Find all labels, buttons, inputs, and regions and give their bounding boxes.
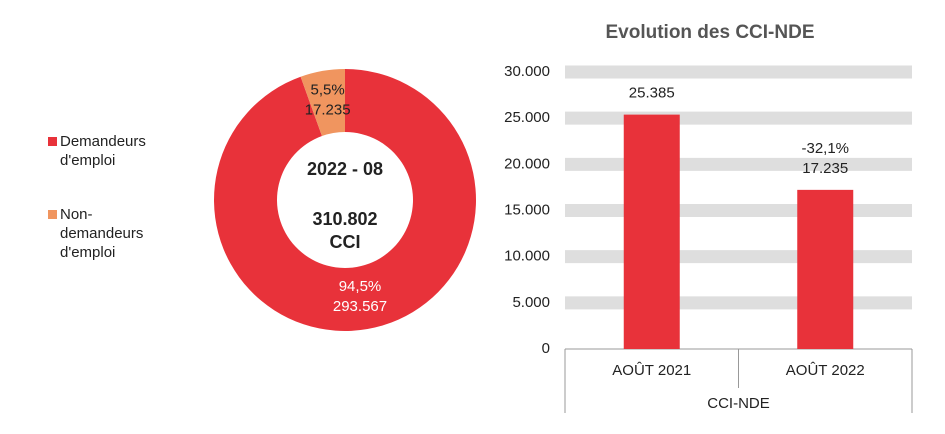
value-label: 94,5% [339, 278, 382, 295]
value-label: 17.235 [802, 160, 848, 177]
y-tick-label: 25.000 [504, 109, 550, 126]
annotation: -32,1% [801, 140, 849, 157]
y-tick-label: 10.000 [504, 248, 550, 265]
bar [623, 114, 680, 349]
legend-swatch [48, 210, 57, 219]
y-tick-label: 15.000 [504, 201, 550, 218]
legend-swatch [48, 137, 57, 146]
y-tick-label: 30.000 [504, 63, 550, 80]
x-axis-label: CCI-NDE [707, 395, 770, 412]
center-value: 310.802 [312, 209, 377, 229]
count-label: 17.235 [305, 101, 351, 118]
x-tick-label: AOÛT 2021 [612, 362, 691, 379]
bar [797, 189, 854, 349]
legend-entry: Non-demandeurs d'emploi [48, 205, 160, 262]
value-label: 5,5% [311, 81, 345, 98]
center-unit: CCI [330, 232, 361, 252]
legend-entry: Demandeurs d'emploi [48, 132, 160, 170]
count-label: 293.567 [333, 298, 387, 315]
y-tick-label: 0 [542, 340, 550, 357]
y-tick-label: 20.000 [504, 155, 550, 172]
y-tick-label: 5.000 [512, 294, 550, 311]
legend-label: Demandeurs d'emploi [60, 133, 146, 169]
donut-slice [300, 69, 345, 137]
donut-slice [214, 69, 477, 331]
center-title: 2022 - 08 [307, 159, 383, 179]
chart-title: Evolution des CCI-NDE [605, 22, 814, 43]
x-tick-label: AOÛT 2022 [786, 362, 865, 379]
value-label: 25.385 [629, 85, 675, 102]
legend-label: Non-demandeurs d'emploi [60, 206, 144, 261]
